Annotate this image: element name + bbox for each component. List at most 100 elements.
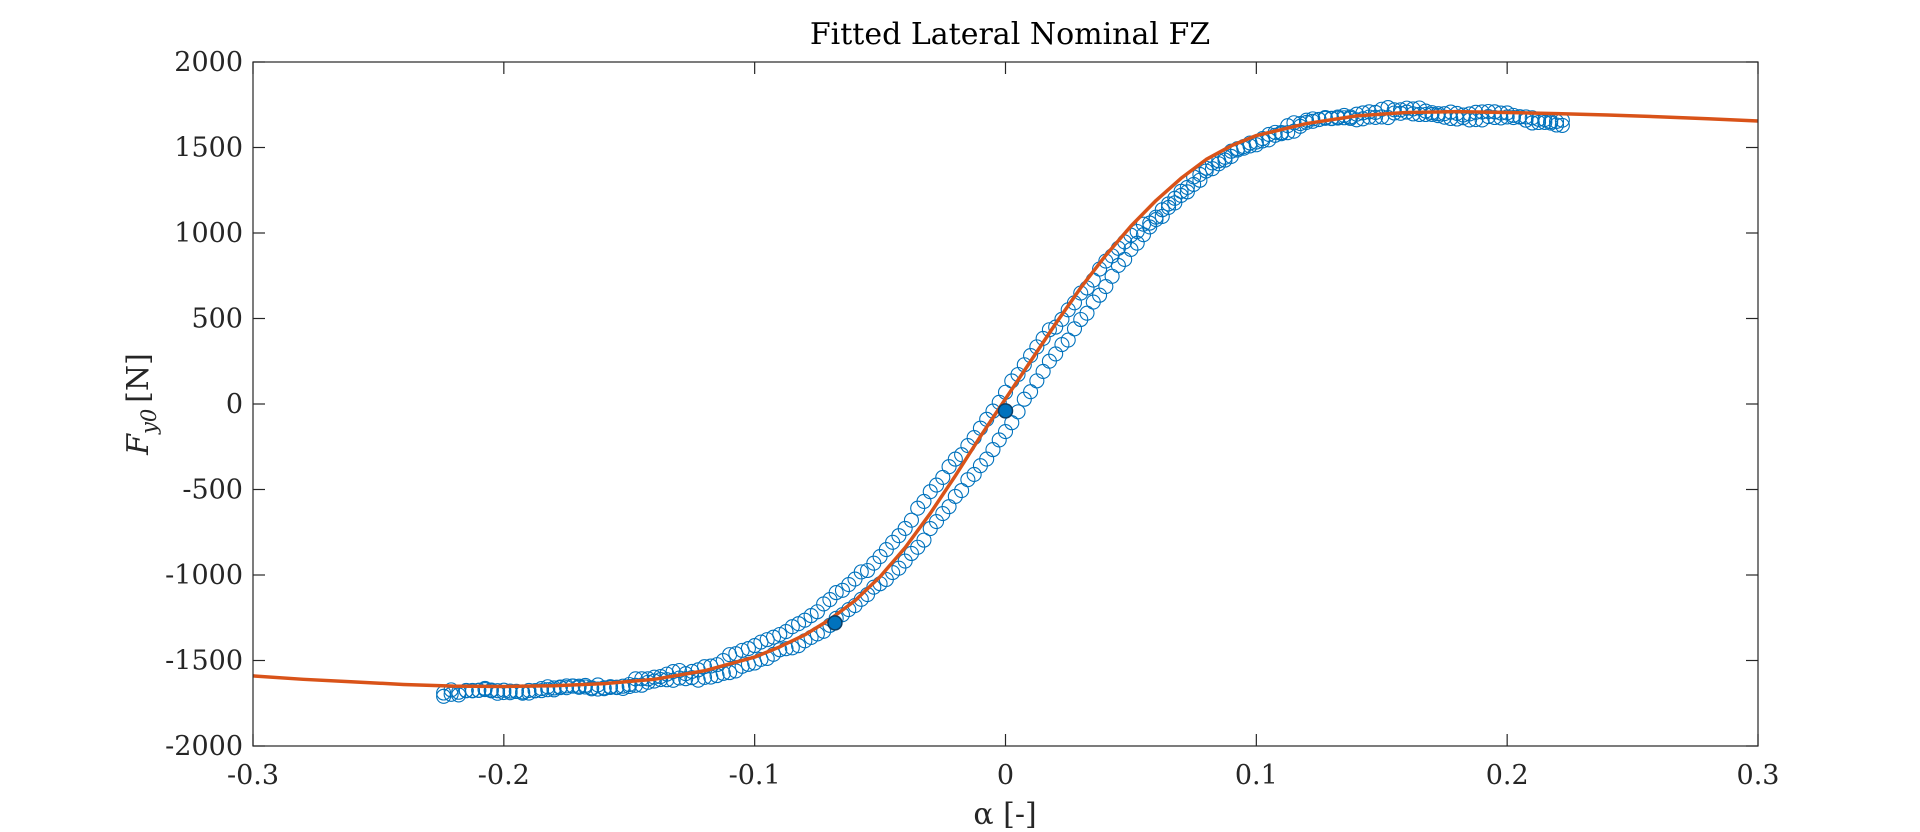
scatter-point xyxy=(621,678,637,695)
x-tick-label: 0.3 xyxy=(1737,760,1780,791)
fit-line xyxy=(252,109,1759,689)
scatter-point xyxy=(671,670,687,686)
scatter-point xyxy=(960,472,976,488)
scatter-point xyxy=(1029,373,1045,389)
scatter-point xyxy=(1505,110,1521,126)
x-tick-label: 0 xyxy=(997,760,1014,791)
scatter-point xyxy=(1518,109,1534,125)
scatter-point xyxy=(715,653,731,669)
scatter-point xyxy=(1248,137,1264,153)
scatter-point xyxy=(935,506,951,522)
scatter-point xyxy=(1411,106,1427,123)
scatter-point xyxy=(1512,109,1528,125)
scatter-point xyxy=(540,682,556,698)
scatter-point xyxy=(590,681,606,697)
scatter-point xyxy=(1204,161,1220,177)
scatter-point xyxy=(997,424,1014,440)
scatter-point xyxy=(834,582,851,598)
scatter-point xyxy=(1110,257,1126,273)
scatter-point xyxy=(1016,391,1032,407)
scatter-point xyxy=(436,688,452,704)
x-axis-label: α [-] xyxy=(973,797,1036,832)
y-tick-label: 0 xyxy=(226,389,243,420)
scatter-point xyxy=(947,488,963,504)
scatter-point xyxy=(828,585,844,601)
scatter-point xyxy=(1543,115,1559,131)
scatter-point xyxy=(853,564,869,580)
scatter-point xyxy=(841,577,857,593)
scatter-point xyxy=(1104,268,1120,284)
y-tick-label: -1000 xyxy=(165,560,243,591)
scatter-point xyxy=(584,680,600,696)
scatter-point xyxy=(954,482,970,499)
scatter-point xyxy=(1079,305,1095,321)
plot-data-layer xyxy=(252,99,1759,704)
scatter-point xyxy=(1499,109,1515,125)
scatter-point xyxy=(577,679,593,695)
scatter-point xyxy=(1424,106,1440,122)
scatter-point xyxy=(609,679,625,695)
scatter-point xyxy=(602,679,618,695)
scatter-point xyxy=(1280,125,1296,141)
scatter-point xyxy=(903,545,919,562)
scatter-point xyxy=(546,682,562,698)
y-tick-label: 1000 xyxy=(174,218,243,249)
scatter-point xyxy=(1060,332,1076,348)
scatter-point xyxy=(443,682,459,698)
scatter-point xyxy=(1524,115,1540,131)
scatter-point xyxy=(1355,111,1371,127)
y-tick-label: 2000 xyxy=(174,47,243,78)
y-axis-ticks: -2000 -1500 -1000 -500 0 500 1000 1500 2000 xyxy=(165,47,1758,762)
y-axis-label-unit: [N] xyxy=(121,353,156,403)
x-tick-label: -0.2 xyxy=(478,760,530,791)
y-axis-label-main: F xyxy=(121,433,156,456)
scatter-point xyxy=(1117,251,1133,268)
y-tick-label: 1500 xyxy=(174,133,243,164)
scatter-point xyxy=(490,683,506,699)
scatter-point xyxy=(1048,319,1064,335)
scatter-point xyxy=(1349,112,1365,128)
x-tick-label: 0.1 xyxy=(1235,760,1278,791)
scatter-point xyxy=(1023,384,1039,400)
highlight-point xyxy=(997,403,1014,419)
scatter-point xyxy=(527,683,543,699)
scatter-point xyxy=(1286,123,1302,139)
chart-title: Fitted Lateral Nominal FZ xyxy=(810,17,1210,52)
scatter-point xyxy=(1380,109,1396,126)
y-tick-label: -1500 xyxy=(165,646,243,677)
x-tick-label: -0.3 xyxy=(227,760,279,791)
scatter-point xyxy=(928,477,945,493)
scatter-point xyxy=(508,683,524,699)
y-axis-label: Fy0 [N] xyxy=(121,353,161,456)
scatter-point xyxy=(903,512,919,528)
scatter-point xyxy=(483,682,499,698)
scatter-point xyxy=(552,680,568,696)
x-tick-label: 0.2 xyxy=(1486,760,1529,791)
scatter-point xyxy=(464,682,481,698)
scatter-point xyxy=(1367,109,1384,125)
scatter-point xyxy=(634,677,650,693)
y-tick-label: -2000 xyxy=(165,731,243,762)
scatter-point xyxy=(985,442,1001,458)
scatter-point xyxy=(1554,117,1570,134)
svg-text:Fy0[N]: Fy0 [N] xyxy=(121,353,161,456)
y-tick-label: 500 xyxy=(191,304,243,335)
scatter-point xyxy=(1129,235,1145,251)
scatter-point xyxy=(1537,114,1553,131)
scatter-point xyxy=(1041,322,1057,338)
scatter-point xyxy=(1035,363,1051,380)
scatter-point xyxy=(1142,219,1158,235)
y-tick-label: -500 xyxy=(182,475,243,506)
scatter-point xyxy=(1430,108,1446,124)
scatter-point xyxy=(1066,321,1083,337)
scatter-point xyxy=(458,683,474,699)
scatter-point xyxy=(1530,114,1547,131)
scatter-point xyxy=(1054,336,1070,353)
scatter-point xyxy=(809,604,825,620)
scatter-point xyxy=(496,682,512,698)
scatter-point xyxy=(922,521,938,537)
scatter-point xyxy=(897,520,913,536)
scatter-point xyxy=(910,539,926,555)
x-axis-ticks: -0.3 -0.2 -0.1 0 0.1 0.2 0.3 xyxy=(227,62,1780,791)
scatter-point xyxy=(451,687,467,703)
